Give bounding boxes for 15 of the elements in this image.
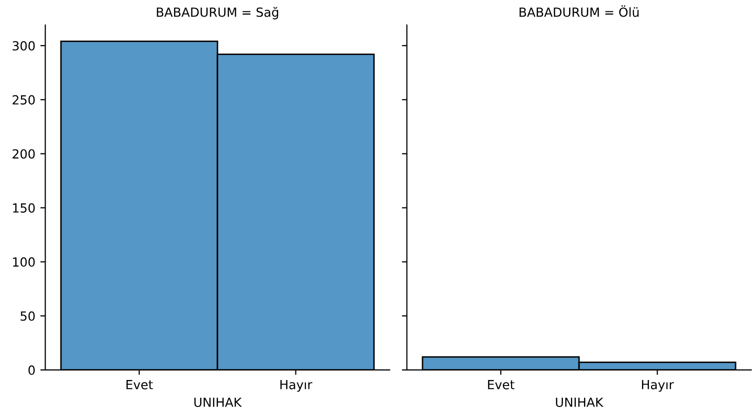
chart-title: BABADURUM = Sağ xyxy=(156,6,278,20)
x-axis-title: UNIHAK xyxy=(556,398,604,407)
x-tick-label: Hayır xyxy=(642,380,674,392)
y-tick-label: 100 xyxy=(13,257,35,267)
y-tick-label: 200 xyxy=(12,149,35,159)
y-tick-label: 0 xyxy=(28,365,35,375)
x-tick-label: Evet xyxy=(488,380,514,390)
x-axis-title: UNIHAK xyxy=(194,398,242,407)
x-tick-label: Evet xyxy=(126,380,153,390)
y-tick-label: 250 xyxy=(12,95,35,105)
y-tick-label: 150 xyxy=(13,203,35,213)
chart-title: BABADURUM = Ölü xyxy=(520,5,639,17)
y-tick-label: 300 xyxy=(12,41,35,51)
y-tick-label: 50 xyxy=(20,311,35,321)
x-tick-label: Hayır xyxy=(280,380,312,392)
